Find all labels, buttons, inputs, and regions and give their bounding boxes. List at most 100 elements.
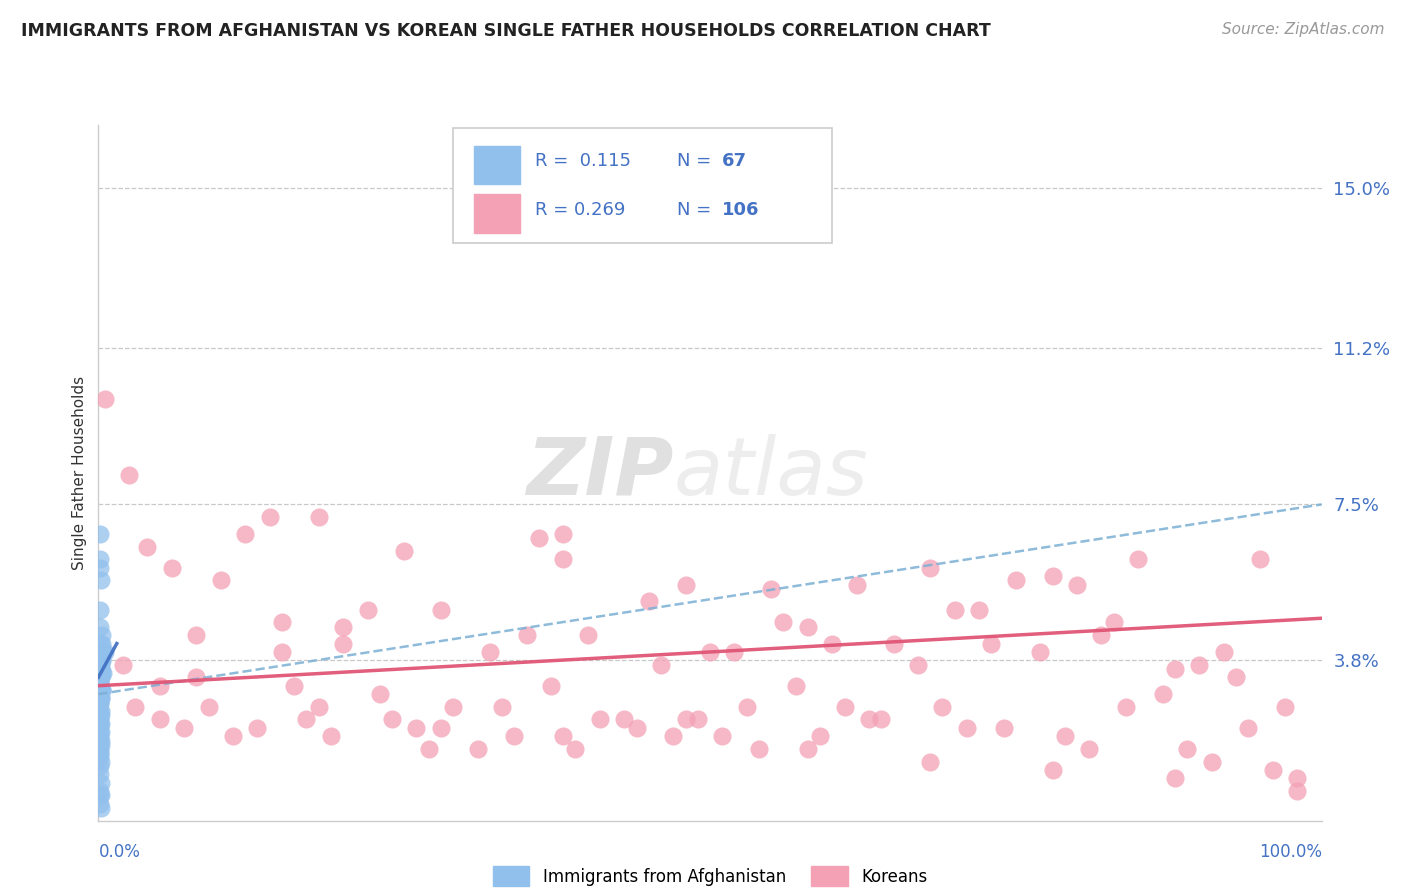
Point	[626, 721, 648, 735]
Point	[89, 716, 111, 731]
Point	[1164, 662, 1187, 676]
Point	[90, 789, 112, 803]
Point	[723, 645, 745, 659]
Point	[675, 577, 697, 591]
Point	[1042, 569, 1064, 583]
Point	[797, 742, 820, 756]
Point	[160, 560, 183, 574]
Point	[1029, 645, 1052, 659]
Text: atlas: atlas	[673, 434, 868, 512]
Point	[173, 721, 195, 735]
Point	[405, 721, 427, 735]
Point	[564, 742, 586, 756]
Point	[90, 738, 112, 752]
Point	[821, 636, 844, 650]
Point	[1152, 687, 1174, 701]
Point	[91, 682, 114, 697]
Legend: Immigrants from Afghanistan, Koreans: Immigrants from Afghanistan, Koreans	[486, 860, 934, 892]
Point	[118, 467, 141, 482]
Point	[1225, 670, 1247, 684]
Point	[89, 696, 111, 710]
Point	[870, 713, 893, 727]
Point	[553, 527, 575, 541]
Point	[1042, 763, 1064, 777]
Point	[1115, 699, 1137, 714]
Point	[89, 746, 111, 760]
Point	[246, 721, 269, 735]
Point	[89, 750, 111, 764]
Point	[91, 645, 114, 659]
Point	[209, 574, 232, 588]
Point	[89, 742, 111, 756]
Point	[993, 721, 1015, 735]
Text: 0.0%: 0.0%	[98, 843, 141, 861]
Point	[89, 729, 111, 743]
Point	[90, 662, 112, 676]
Point	[90, 725, 112, 739]
Point	[1188, 657, 1211, 672]
Point	[308, 510, 330, 524]
Point	[90, 691, 112, 706]
Point	[797, 620, 820, 634]
Point	[392, 543, 416, 558]
Text: 100.0%: 100.0%	[1258, 843, 1322, 861]
Point	[136, 540, 159, 554]
Point	[89, 789, 111, 803]
Point	[89, 560, 111, 574]
Point	[222, 729, 245, 743]
Point	[90, 733, 112, 747]
Point	[89, 527, 111, 541]
Point	[89, 657, 111, 672]
Point	[553, 729, 575, 743]
Point	[675, 713, 697, 727]
Point	[90, 716, 112, 731]
Point	[1286, 784, 1309, 798]
Point	[89, 679, 111, 693]
Point	[111, 657, 134, 672]
Point	[89, 687, 111, 701]
Point	[233, 527, 256, 541]
Point	[149, 713, 172, 727]
Point	[467, 742, 489, 756]
Point	[89, 708, 111, 723]
Point	[90, 653, 112, 667]
Point	[91, 653, 114, 667]
Point	[1004, 574, 1026, 588]
Point	[89, 759, 111, 773]
Point	[90, 682, 112, 697]
Point	[1237, 721, 1260, 735]
Point	[89, 603, 111, 617]
Point	[186, 670, 208, 684]
Point	[90, 670, 112, 684]
Point	[576, 628, 599, 642]
FancyBboxPatch shape	[453, 128, 832, 244]
Point	[1201, 755, 1223, 769]
Point	[956, 721, 979, 735]
Point	[1274, 699, 1296, 714]
Point	[197, 699, 219, 714]
Point	[91, 645, 114, 659]
Point	[748, 742, 770, 756]
Point	[89, 552, 111, 566]
Point	[295, 713, 318, 727]
Point	[418, 742, 440, 756]
Point	[91, 628, 114, 642]
Text: 106: 106	[723, 201, 759, 219]
Text: R =  0.115: R = 0.115	[536, 152, 631, 170]
Point	[89, 674, 111, 689]
Point	[90, 645, 112, 659]
Point	[540, 679, 562, 693]
Point	[883, 636, 905, 650]
Point	[89, 620, 111, 634]
Point	[90, 704, 112, 718]
Point	[931, 699, 953, 714]
Point	[89, 716, 111, 731]
Point	[89, 696, 111, 710]
Point	[90, 691, 112, 706]
Text: Source: ZipAtlas.com: Source: ZipAtlas.com	[1222, 22, 1385, 37]
Point	[699, 645, 721, 659]
Point	[91, 636, 114, 650]
Text: ZIP: ZIP	[526, 434, 673, 512]
Point	[1212, 645, 1234, 659]
Point	[1053, 729, 1076, 743]
